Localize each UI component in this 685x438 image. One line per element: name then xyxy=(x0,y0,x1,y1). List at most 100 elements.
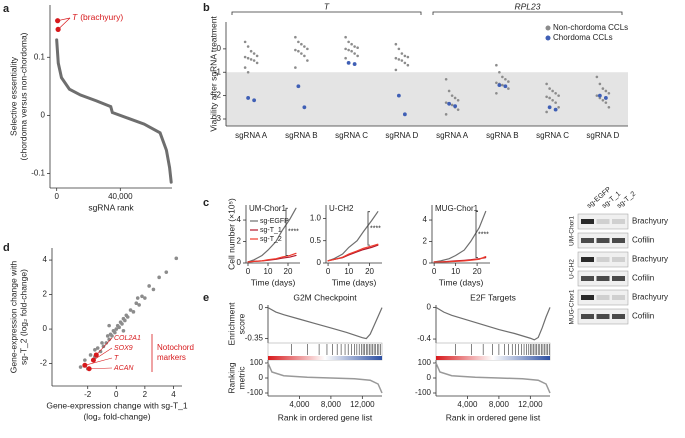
y-tick-label: 4 xyxy=(423,215,428,224)
point xyxy=(121,329,126,333)
point xyxy=(447,89,451,93)
point xyxy=(504,77,507,81)
point xyxy=(453,96,457,100)
point xyxy=(249,58,253,61)
blot-band xyxy=(581,276,594,281)
point xyxy=(83,358,87,362)
x-tick-label: 4,000 xyxy=(289,400,310,409)
x-tick-label: 0 xyxy=(246,267,251,276)
annotation: T (brachyury) xyxy=(72,12,123,22)
point xyxy=(86,366,92,372)
plot-title: U-CH2 xyxy=(329,204,354,213)
x-axis-label: (log₂ fold-change) xyxy=(83,411,150,421)
y-tick-label: -0.35 xyxy=(245,334,264,343)
x-tick-label: sgRNA B xyxy=(285,131,317,140)
point xyxy=(151,287,156,292)
y-axis-label: Cell number (×10⁵) xyxy=(226,198,236,270)
x-tick-label: sgRNA C xyxy=(335,131,368,140)
cell-line-label: U-CH2 xyxy=(569,259,576,279)
point xyxy=(303,45,306,48)
point xyxy=(164,270,169,274)
point xyxy=(501,83,504,87)
highlight-point xyxy=(246,96,251,100)
line xyxy=(433,255,487,263)
group-label: RPL23 xyxy=(515,1,541,11)
annotation-text: (brachyury) xyxy=(80,12,123,22)
annotation-line xyxy=(57,17,71,30)
plot-title: MUG-Chor1 xyxy=(435,204,479,213)
point xyxy=(350,42,353,46)
blot-band xyxy=(596,257,610,262)
y-tick-label: 2 xyxy=(423,237,428,246)
point xyxy=(120,322,124,326)
legend-label: Chordoma CCLs xyxy=(553,33,613,42)
point xyxy=(135,296,140,300)
y-axis-label: score xyxy=(236,313,246,334)
highlight-point xyxy=(447,101,452,106)
label-line xyxy=(84,357,113,366)
point xyxy=(397,47,401,51)
point xyxy=(598,82,602,86)
highlight-point xyxy=(396,93,401,98)
y-axis-label: Selective essentiality xyxy=(8,56,18,136)
highlight-point xyxy=(603,96,608,100)
blot-band xyxy=(612,276,625,281)
point xyxy=(347,48,350,52)
point xyxy=(98,349,103,354)
point xyxy=(347,40,350,44)
cell-line-label: MUG-Chor1 xyxy=(569,289,576,324)
x-tick-label: sgRNA C xyxy=(536,131,569,140)
highlight-point xyxy=(547,105,552,110)
label-line xyxy=(89,367,113,370)
point xyxy=(294,35,297,39)
blot-band xyxy=(581,238,594,243)
ranking-metric xyxy=(435,362,551,394)
highlight-point xyxy=(252,98,257,103)
x-tick-label: 0 xyxy=(326,267,331,276)
point xyxy=(450,103,454,107)
x-axis-label: Time (days) xyxy=(332,277,377,287)
blot-band xyxy=(581,314,594,319)
y-tick-label: -100 xyxy=(247,388,264,397)
point xyxy=(501,75,504,79)
y-axis-label: metric xyxy=(236,366,246,390)
line xyxy=(55,38,173,184)
point xyxy=(356,54,359,58)
y-tick-label: 100 xyxy=(418,358,432,367)
x-tick-label: 0 xyxy=(114,390,119,399)
point xyxy=(95,346,100,350)
point xyxy=(545,82,548,86)
y-tick-label: 0 xyxy=(427,302,432,311)
enrichment-curve xyxy=(435,306,551,341)
point xyxy=(140,294,144,299)
legend-label: sg-T_1 xyxy=(260,227,282,234)
blot-band xyxy=(612,295,625,300)
x-tick-label: sgRNA B xyxy=(486,131,518,140)
significance-bracket xyxy=(285,207,288,256)
point xyxy=(507,87,510,90)
point xyxy=(450,94,454,97)
point xyxy=(495,63,498,67)
point xyxy=(557,94,560,97)
point xyxy=(93,347,97,352)
protein-label: Brachyury xyxy=(632,217,668,226)
blot-band xyxy=(612,257,625,262)
panel-label: b xyxy=(203,2,210,14)
y-tick-label: 4 xyxy=(237,215,242,224)
x-tick-label: 8,000 xyxy=(489,400,510,409)
blot-band xyxy=(596,295,610,300)
point xyxy=(554,91,557,95)
point xyxy=(350,49,353,53)
y-tick-label: 2 xyxy=(237,237,242,246)
enrichment-curve xyxy=(267,307,383,340)
x-tick-label: 20 xyxy=(284,267,293,276)
point xyxy=(595,94,599,97)
line xyxy=(247,207,297,263)
line xyxy=(247,252,297,263)
point xyxy=(113,330,117,335)
x-tick-label: 12,000 xyxy=(350,400,375,409)
point xyxy=(147,284,151,288)
y-axis-label: (chordoma versus non-chordoma) xyxy=(18,32,28,160)
y-tick-label: 0.1 xyxy=(34,52,46,61)
y-tick-label: 0 xyxy=(217,44,222,53)
